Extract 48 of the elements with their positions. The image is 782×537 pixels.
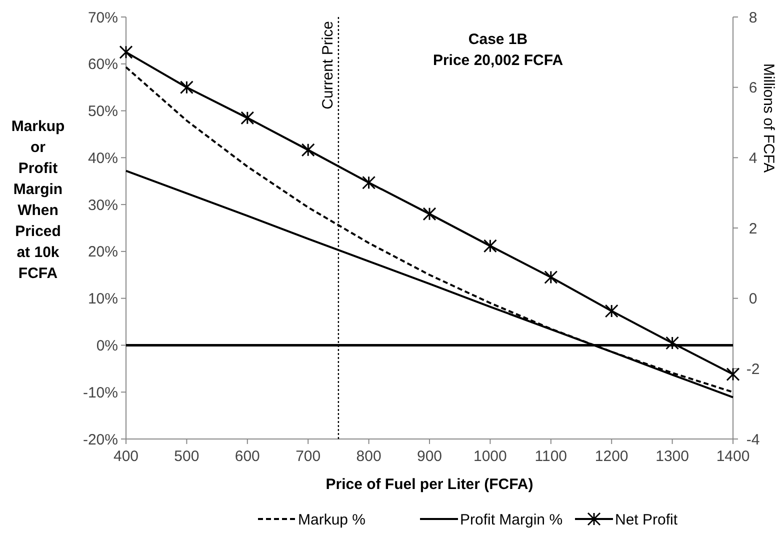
point (240, 111, 254, 125)
y-tick-label: -10% (82, 384, 118, 402)
point (362, 176, 376, 190)
x-axis-title: Price of Fuel per Liter (FCFA) (326, 476, 534, 493)
y2-tick-label: 0 (748, 290, 758, 308)
y-tick-label: 50% (88, 103, 118, 120)
x-tick-label: 400 (113, 448, 139, 465)
point (726, 368, 740, 382)
y-tick-label: 30% (88, 196, 118, 214)
x-tick-label: 700 (296, 448, 321, 465)
point (483, 239, 497, 253)
x-tick-label: 800 (356, 448, 382, 465)
annotation: Price 20,002 FCFA (432, 52, 564, 69)
x-tick-label: 500 (174, 448, 200, 465)
y-tick-label: 70% (88, 9, 118, 26)
y2-tick-label: -4 (746, 431, 760, 448)
x-tick-label: 600 (234, 448, 260, 465)
ref-line-label: Current Price (319, 21, 336, 110)
y2-tick-label: 8 (748, 9, 758, 26)
point (180, 80, 194, 94)
y-tick-label: 20% (88, 244, 118, 261)
y-tick-label: 0% (96, 337, 118, 354)
point (604, 304, 618, 318)
y-axis-title: Markup or Profit Margin When Priced at 10k FCFA (11, 118, 65, 282)
y-tick-label: 40% (88, 150, 118, 167)
x-tick-label: 900 (416, 448, 442, 465)
y-tick-label: 60% (88, 56, 118, 74)
y2-tick-label: 6 (748, 80, 758, 97)
point (666, 336, 680, 350)
y2-tick-label: 2 (748, 220, 758, 238)
y-tick-label: -20% (82, 431, 118, 448)
y2-tick-label: -2 (746, 360, 760, 378)
point (544, 270, 558, 284)
annotation: Case 1B (468, 31, 528, 48)
point (301, 143, 315, 157)
point (119, 45, 133, 59)
y-tick-label: 10% (88, 290, 118, 308)
x-tick-label: 1100 (534, 448, 568, 465)
x-tick-label: 1300 (656, 448, 689, 465)
legend-label: Profit Margin % (460, 511, 563, 528)
y2-tick-label: 4 (748, 150, 758, 167)
x-tick-label: 1400 (716, 448, 750, 465)
y2-axis-title: Millions of FCFA (760, 63, 777, 173)
point (422, 207, 436, 221)
legend-label: Net Profit (615, 511, 678, 528)
x-tick-label: 1000 (474, 448, 507, 465)
x-tick-label: 1200 (594, 448, 628, 465)
legend-label: Markup % (298, 511, 366, 528)
